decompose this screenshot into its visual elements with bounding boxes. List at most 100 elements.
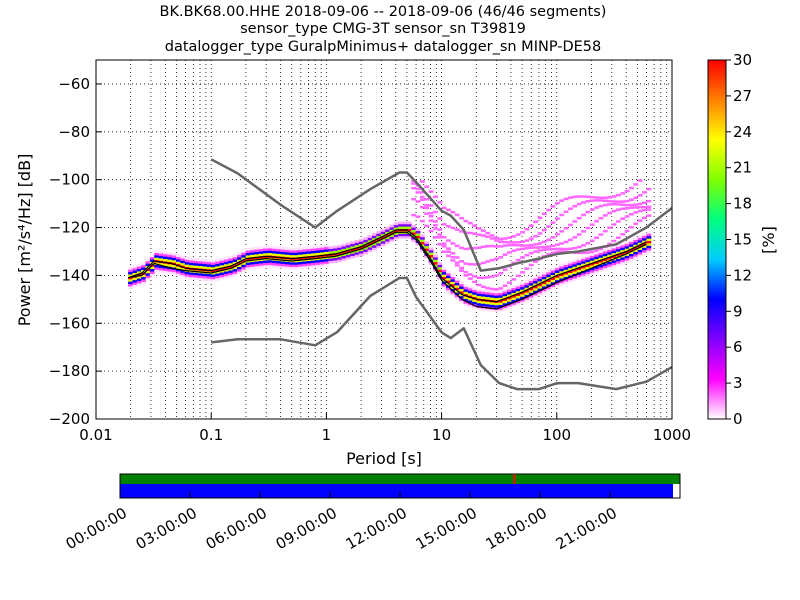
heatmap-cell	[594, 249, 599, 252]
heatmap-cell	[176, 271, 181, 274]
heatmap-cell	[611, 252, 617, 256]
heatmap-cell	[502, 291, 508, 294]
heatmap-cell	[629, 213, 634, 216]
heatmap-cell	[629, 203, 634, 207]
heatmap-cell	[498, 271, 504, 275]
chart-title-line-2: sensor_type CMG-3T sensor_sn T39819	[240, 21, 526, 37]
heatmap-cell	[302, 246, 308, 250]
heatmap-cell	[245, 252, 251, 256]
heatmap-cell	[276, 246, 282, 250]
heatmap-cell	[154, 269, 160, 273]
heatmap-cell	[132, 279, 138, 283]
heatmap-cell	[293, 250, 299, 253]
heatmap-cell	[276, 263, 282, 266]
heatmap-cell	[515, 290, 521, 294]
heatmap-cell	[550, 267, 556, 271]
heatmap-cell	[324, 244, 329, 248]
heatmap-cell	[594, 199, 599, 202]
heatmap-cell	[241, 257, 247, 261]
heatmap-cell	[607, 196, 613, 199]
heatmap-cell	[245, 255, 251, 258]
heatmap-cell	[415, 187, 421, 191]
heatmap-cell	[511, 285, 517, 289]
heatmap-cell	[480, 261, 486, 265]
heatmap-cell	[297, 254, 303, 258]
heatmap-cell	[533, 260, 538, 263]
heatmap-cell	[476, 276, 482, 280]
heatmap-cell	[511, 302, 517, 305]
heatmap-cell	[210, 264, 216, 268]
heatmap-cell	[184, 257, 190, 260]
heatmap-cell	[459, 291, 464, 294]
heatmap-cell	[541, 281, 547, 285]
heatmap-cell	[267, 245, 273, 249]
colorbar-tick-label: 12	[733, 266, 752, 284]
heatmap-cell	[345, 252, 351, 255]
heatmap-cell	[646, 240, 652, 244]
heatmap-cell	[559, 250, 565, 253]
heatmap-cell	[607, 266, 613, 270]
heatmap-cell	[489, 290, 495, 293]
heatmap-cell	[162, 258, 168, 262]
coverage-gap-marker	[513, 474, 516, 484]
heatmap-cell	[541, 228, 547, 232]
heatmap-cell	[493, 257, 499, 261]
heatmap-cell	[598, 199, 604, 202]
heatmap-cell	[568, 260, 573, 264]
heatmap-cell	[520, 296, 525, 300]
heatmap-cell	[328, 246, 334, 250]
heatmap-cell	[472, 280, 478, 284]
heatmap-cell	[642, 191, 647, 194]
heatmap-cell	[219, 269, 225, 273]
chart-title-line-3: datalogger_type GuralpMinimus+ datalogge…	[165, 39, 602, 55]
time-tick-label: 03:00:00	[133, 504, 200, 553]
heatmap-cell	[576, 257, 582, 261]
heatmap-cell	[393, 232, 399, 235]
heatmap-cell	[415, 242, 421, 246]
heatmap-cell	[594, 206, 599, 209]
heatmap-cell	[350, 255, 356, 259]
heatmap-cell	[563, 281, 569, 285]
heatmap-cell	[441, 206, 447, 210]
heatmap-cell	[620, 254, 626, 258]
heatmap-cell	[642, 252, 647, 256]
heatmap-cell	[419, 198, 425, 202]
heatmap-cell	[502, 253, 508, 256]
heatmap-cell	[280, 246, 286, 250]
heatmap-cell	[467, 292, 473, 296]
heatmap-cell	[280, 263, 286, 267]
heatmap-cell	[559, 280, 565, 284]
heatmap-cell	[633, 254, 639, 257]
heatmap-cell	[502, 305, 508, 309]
heatmap-cell	[271, 250, 277, 254]
heatmap-cell	[563, 262, 569, 265]
heatmap-cell	[498, 297, 504, 301]
heatmap-cell	[315, 264, 321, 268]
colorbar-tick-label: 0	[733, 410, 743, 428]
heatmap-cell	[167, 256, 173, 260]
heatmap-cell	[594, 258, 599, 262]
heatmap-cell	[258, 251, 264, 254]
heatmap-cell	[629, 198, 634, 202]
heatmap-cell	[367, 247, 373, 250]
heatmap-cell	[219, 262, 225, 266]
heatmap-cell	[489, 237, 495, 240]
heatmap-cell	[315, 245, 321, 249]
heatmap-cell	[289, 247, 295, 251]
heatmap-cell	[171, 269, 177, 273]
heatmap-cell	[215, 268, 221, 272]
heatmap-cell	[162, 256, 168, 259]
heatmap-cell	[550, 205, 556, 208]
heatmap-cell	[602, 248, 608, 252]
heatmap-cell	[589, 199, 595, 202]
heatmap-cell	[480, 303, 486, 307]
heatmap-cell	[507, 236, 512, 239]
heatmap-cell	[472, 246, 478, 250]
heatmap-cell	[376, 245, 382, 249]
heatmap-cell	[637, 249, 643, 253]
heatmap-cell	[585, 271, 591, 275]
heatmap-cell	[581, 230, 586, 233]
y-tick-label: −160	[49, 314, 90, 332]
heatmap-cell	[189, 257, 194, 261]
heatmap-cell	[337, 254, 342, 258]
